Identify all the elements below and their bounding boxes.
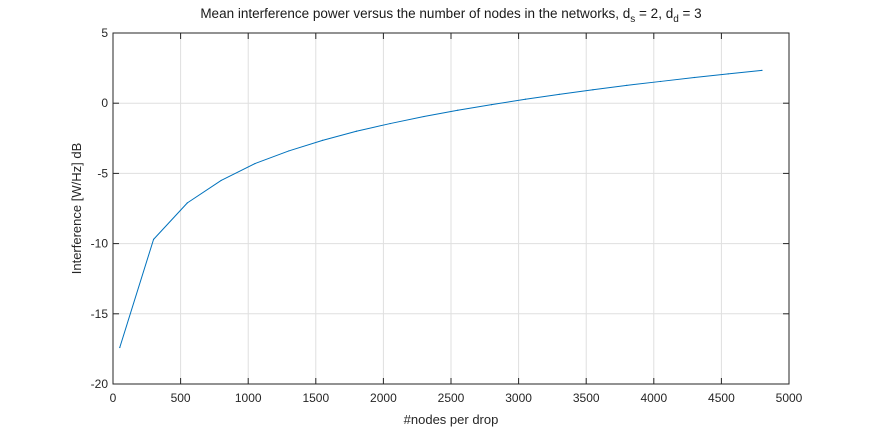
x-tick-label: 500 (171, 391, 191, 405)
data-point (119, 346, 121, 349)
data-point (659, 80, 662, 83)
chart-title: Mean interference power versus the numbe… (200, 6, 701, 25)
y-tick-label: -5 (97, 166, 108, 180)
data-point (288, 150, 290, 152)
x-tick-label: 0 (110, 391, 117, 405)
data-point (490, 104, 493, 106)
y-tick-label: -10 (91, 237, 109, 251)
data-point (761, 69, 763, 71)
x-axis-label: #nodes per drop (404, 412, 499, 427)
data-point (389, 122, 391, 125)
y-tick-label: -20 (91, 377, 109, 391)
data-point (558, 93, 560, 95)
data-point (355, 130, 357, 132)
x-tick-label: 4500 (708, 391, 735, 405)
x-tick-label: 2500 (438, 391, 465, 405)
x-tick-label: 3000 (505, 391, 532, 405)
data-point (254, 162, 256, 165)
y-tick-label: 0 (101, 96, 108, 110)
y-tick-label: -15 (91, 307, 109, 321)
x-tick-label: 4000 (640, 391, 667, 405)
x-tick-label: 3500 (573, 391, 600, 405)
data-point (626, 84, 628, 86)
y-axis-label: Interference [W/Hz] dB (69, 143, 84, 275)
series-layer (119, 69, 763, 349)
y-tick-labels: -20 -15 -10 -5 0 5 (91, 26, 109, 391)
series-line (119, 69, 763, 348)
data-point (220, 179, 222, 182)
data-point (727, 73, 729, 75)
ticks (112, 32, 790, 385)
y-tick-label: 5 (101, 26, 108, 40)
data-point (592, 89, 594, 91)
data-point (524, 98, 526, 100)
x-tick-label: 1500 (302, 391, 329, 405)
data-point (152, 238, 155, 240)
x-tick-label: 2000 (370, 391, 397, 405)
data-point (457, 109, 459, 111)
x-tick-labels: 0 500 1000 1500 2000 2500 3000 3500 4000 4500 5000 (110, 391, 803, 405)
data-point (423, 115, 425, 118)
data-point (186, 202, 188, 204)
x-tick-label: 5000 (776, 391, 803, 405)
x-tick-label: 1000 (235, 391, 262, 405)
data-point (321, 139, 324, 142)
data-point (693, 76, 695, 79)
